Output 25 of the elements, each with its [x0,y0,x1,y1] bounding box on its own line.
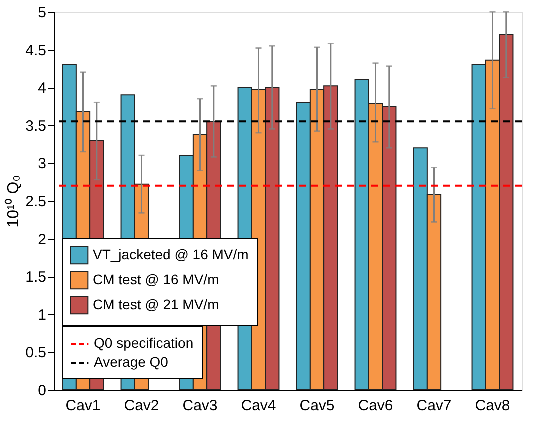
x-tick-label: Cav4 [241,398,276,414]
legend-label: Q0 specification [94,335,194,351]
y-tick-label: 2 [38,231,46,248]
y-tick-label: 0 [38,382,46,400]
y-tick-label: 4.5 [26,42,46,60]
legend-label: VT_jacketed @ 16 MV/m [93,246,249,262]
legend-label: CM test @ 21 MV/m [93,296,220,312]
y-tick-label: 3 [38,156,46,173]
x-tick-label: Cav7 [416,398,452,414]
y-tick-label: 0.5 [26,344,46,362]
y-tick-label: 2.5 [26,194,46,210]
y-tick-label: 1 [38,306,46,324]
x-tick-label: Cav2 [124,398,160,414]
x-tick-label: Cav5 [300,398,335,414]
x-tick-label: Cav1 [66,398,101,414]
x-tick-label: Cav6 [358,398,394,414]
y-tick-label: 5 [38,4,46,22]
x-tick-label: Cav3 [182,398,218,414]
legend-label: CM test @ 16 MV/m [93,272,220,288]
y-axis-title: 10¹⁰ Q₀ [4,175,23,228]
y-tick-label: 3.5 [26,118,46,135]
legend-label: Average Q0 [94,354,169,370]
y-tick-label: 1.5 [26,269,46,286]
x-tick-label: Cav8 [475,398,510,414]
y-tick-label: 4 [38,80,46,98]
